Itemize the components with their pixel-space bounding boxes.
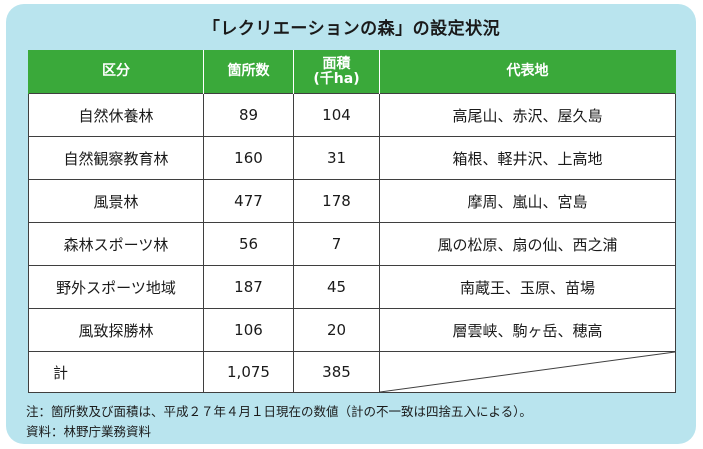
table-row: 風致探勝林 106 20 層雲峡、駒ヶ岳、穂高 [28,308,676,352]
table-header-row: 区分 箇所数 面積 (千ha) 代表地 [28,50,676,94]
header-area-line2: (千ha) [313,70,360,87]
table-row: 自然休養林 89 104 高尾山、赤沢、屋久島 [28,93,676,137]
count-cell: 477 [203,179,294,223]
recreation-forest-table: 区分 箇所数 面積 (千ha) 代表地 自然休養林 89 104 高尾山、赤沢、… [28,50,676,393]
count-cell: 106 [203,308,294,352]
area-cell: 7 [293,222,380,266]
representative-cell: 摩周、嵐山、宮島 [379,179,676,223]
table-row: 野外スポーツ地域 187 45 南蔵王、玉原、苗場 [28,265,676,309]
area-cell: 104 [293,93,380,137]
header-count: 箇所数 [203,50,294,94]
table-row: 風景林 477 178 摩周、嵐山、宮島 [28,179,676,223]
page-title: 「レクリエーションの森」の設定状況 [202,19,501,39]
count-cell: 187 [203,265,294,309]
area-cell: 178 [293,179,380,223]
count-cell: 160 [203,136,294,180]
empty-diagonal-cell [379,351,676,393]
diagonal-line [380,352,675,392]
area-cell: 31 [293,136,380,180]
representative-cell: 層雲峡、駒ヶ岳、穂高 [379,308,676,352]
header-category: 区分 [28,50,204,94]
count-cell: 89 [203,93,294,137]
header-representative: 代表地 [379,50,676,94]
total-row: 計 1,075 385 [28,351,676,393]
representative-cell: 高尾山、赤沢、屋久島 [379,93,676,137]
category-cell: 野外スポーツ地域 [28,265,204,309]
footnote: 注：箇所数及び面積は、平成２７年４月１日現在の数値（計の不一致は四捨五入による）… [26,404,532,419]
representative-cell: 風の松原、扇の仙、西之浦 [379,222,676,266]
representative-cell: 南蔵王、玉原、苗場 [379,265,676,309]
category-cell: 風致探勝林 [28,308,204,352]
category-cell: 森林スポーツ林 [28,222,204,266]
total-label-cell: 計 [28,351,204,393]
header-area-line1: 面積 [322,55,351,72]
category-cell: 自然観察教育林 [28,136,204,180]
area-cell: 20 [293,308,380,352]
total-area-cell: 385 [293,351,380,393]
total-count-cell: 1,075 [203,351,294,393]
category-cell: 自然休養林 [28,93,204,137]
count-cell: 56 [203,222,294,266]
table-row: 森林スポーツ林 56 7 風の松原、扇の仙、西之浦 [28,222,676,266]
category-cell: 風景林 [28,179,204,223]
source-note: 資料：林野庁業務資料 [26,424,152,439]
area-cell: 45 [293,265,380,309]
header-area: 面積 (千ha) [293,50,380,94]
representative-cell: 箱根、軽井沢、上高地 [379,136,676,180]
table-row: 自然観察教育林 160 31 箱根、軽井沢、上高地 [28,136,676,180]
